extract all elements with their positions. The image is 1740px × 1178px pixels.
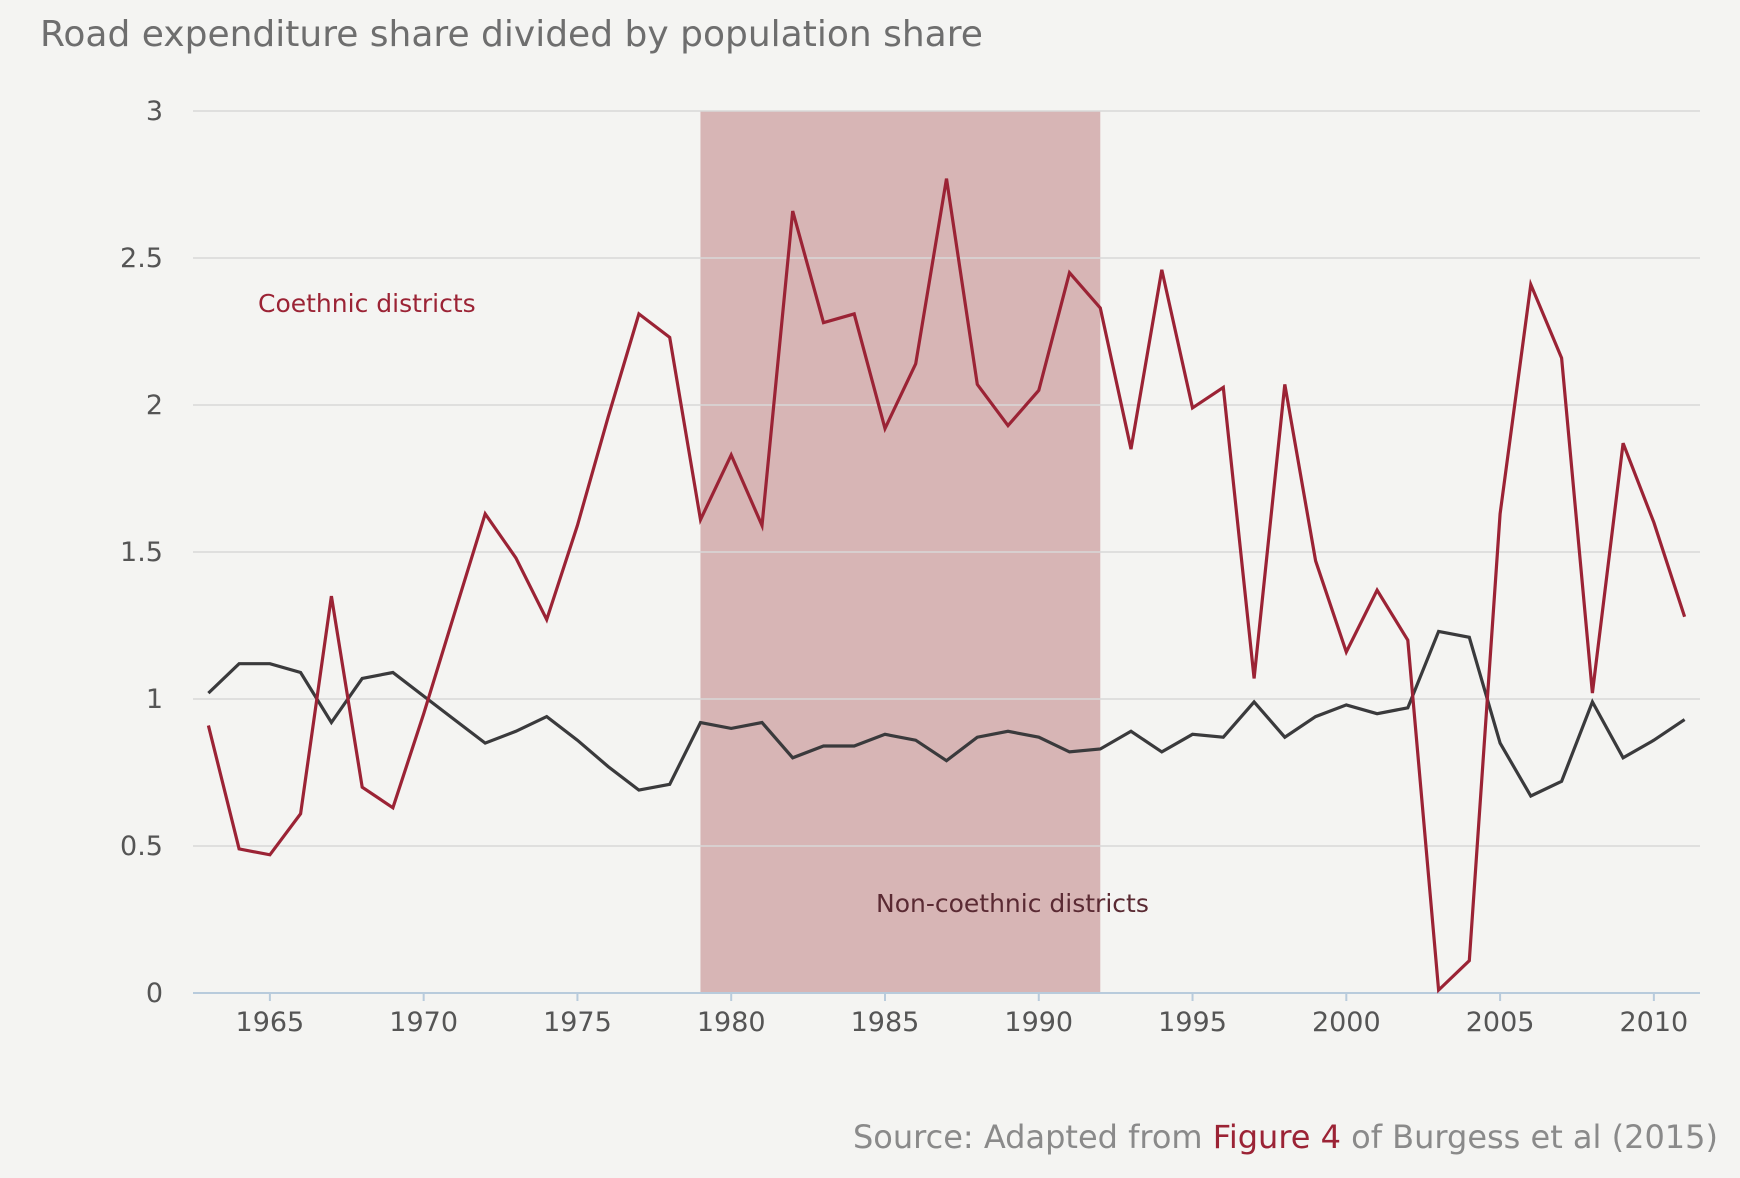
series-line-non-coethnic xyxy=(207,629,1686,799)
x-tick-label: 1970 xyxy=(389,1007,458,1038)
y-tick-label: 3 xyxy=(146,96,163,127)
y-tick-label: 2 xyxy=(146,390,163,421)
source-suffix: of Burgess et al (2015) xyxy=(1340,1118,1718,1156)
x-tick-label: 2005 xyxy=(1466,1007,1535,1038)
x-tick-label: 1980 xyxy=(697,1007,766,1038)
source-prefix: Source: Adapted from xyxy=(852,1118,1213,1156)
x-tick-label: 1985 xyxy=(851,1007,920,1038)
x-tick-label: 1975 xyxy=(543,1007,612,1038)
y-tick-label: 2.5 xyxy=(120,243,163,274)
y-tick-label: 1.5 xyxy=(120,537,163,568)
series-label-coethnic: Coethnic districts xyxy=(258,289,476,318)
x-tick-label: 1995 xyxy=(1158,1007,1227,1038)
y-tick-label: 1 xyxy=(146,684,163,715)
source-caption: Source: Adapted from Figure 4 of Burgess… xyxy=(853,1118,1718,1156)
source-figure-link[interactable]: Figure 4 xyxy=(1212,1118,1341,1156)
x-tick-label: 2010 xyxy=(1620,1007,1689,1038)
series-line-coethnic xyxy=(206,178,1687,994)
y-tick-label: 0 xyxy=(146,978,163,1009)
x-tick-label: 2000 xyxy=(1312,1007,1381,1038)
y-tick-label: 0.5 xyxy=(120,831,163,862)
x-tick-label: 1965 xyxy=(236,1007,305,1038)
x-tick-label: 1990 xyxy=(1004,1007,1073,1038)
chart-title: Road expenditure share divided by popula… xyxy=(40,14,983,55)
series-label-non-coethnic: Non-coethnic districts xyxy=(876,889,1149,918)
